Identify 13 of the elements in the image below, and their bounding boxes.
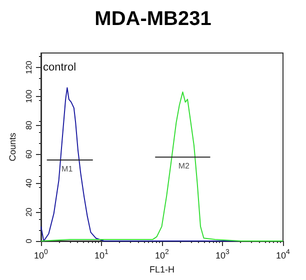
chart-title: MDA-MB231	[94, 8, 212, 30]
annotation: M2	[178, 162, 190, 171]
y-tick-label: 40	[24, 178, 34, 188]
y-tick-label: 20	[24, 207, 34, 217]
annotation: M1	[62, 164, 74, 174]
y-tick-label: 80	[24, 120, 34, 130]
y-tick-label: 0	[24, 238, 34, 244]
annotation: control	[43, 62, 76, 74]
x-axis-title: FL1-H	[149, 264, 175, 274]
y-tick-label: 120	[24, 60, 34, 74]
y-tick-label: 100	[24, 89, 34, 104]
y-tick-label: 60	[24, 149, 34, 159]
y-axis-title: Counts	[8, 132, 18, 162]
